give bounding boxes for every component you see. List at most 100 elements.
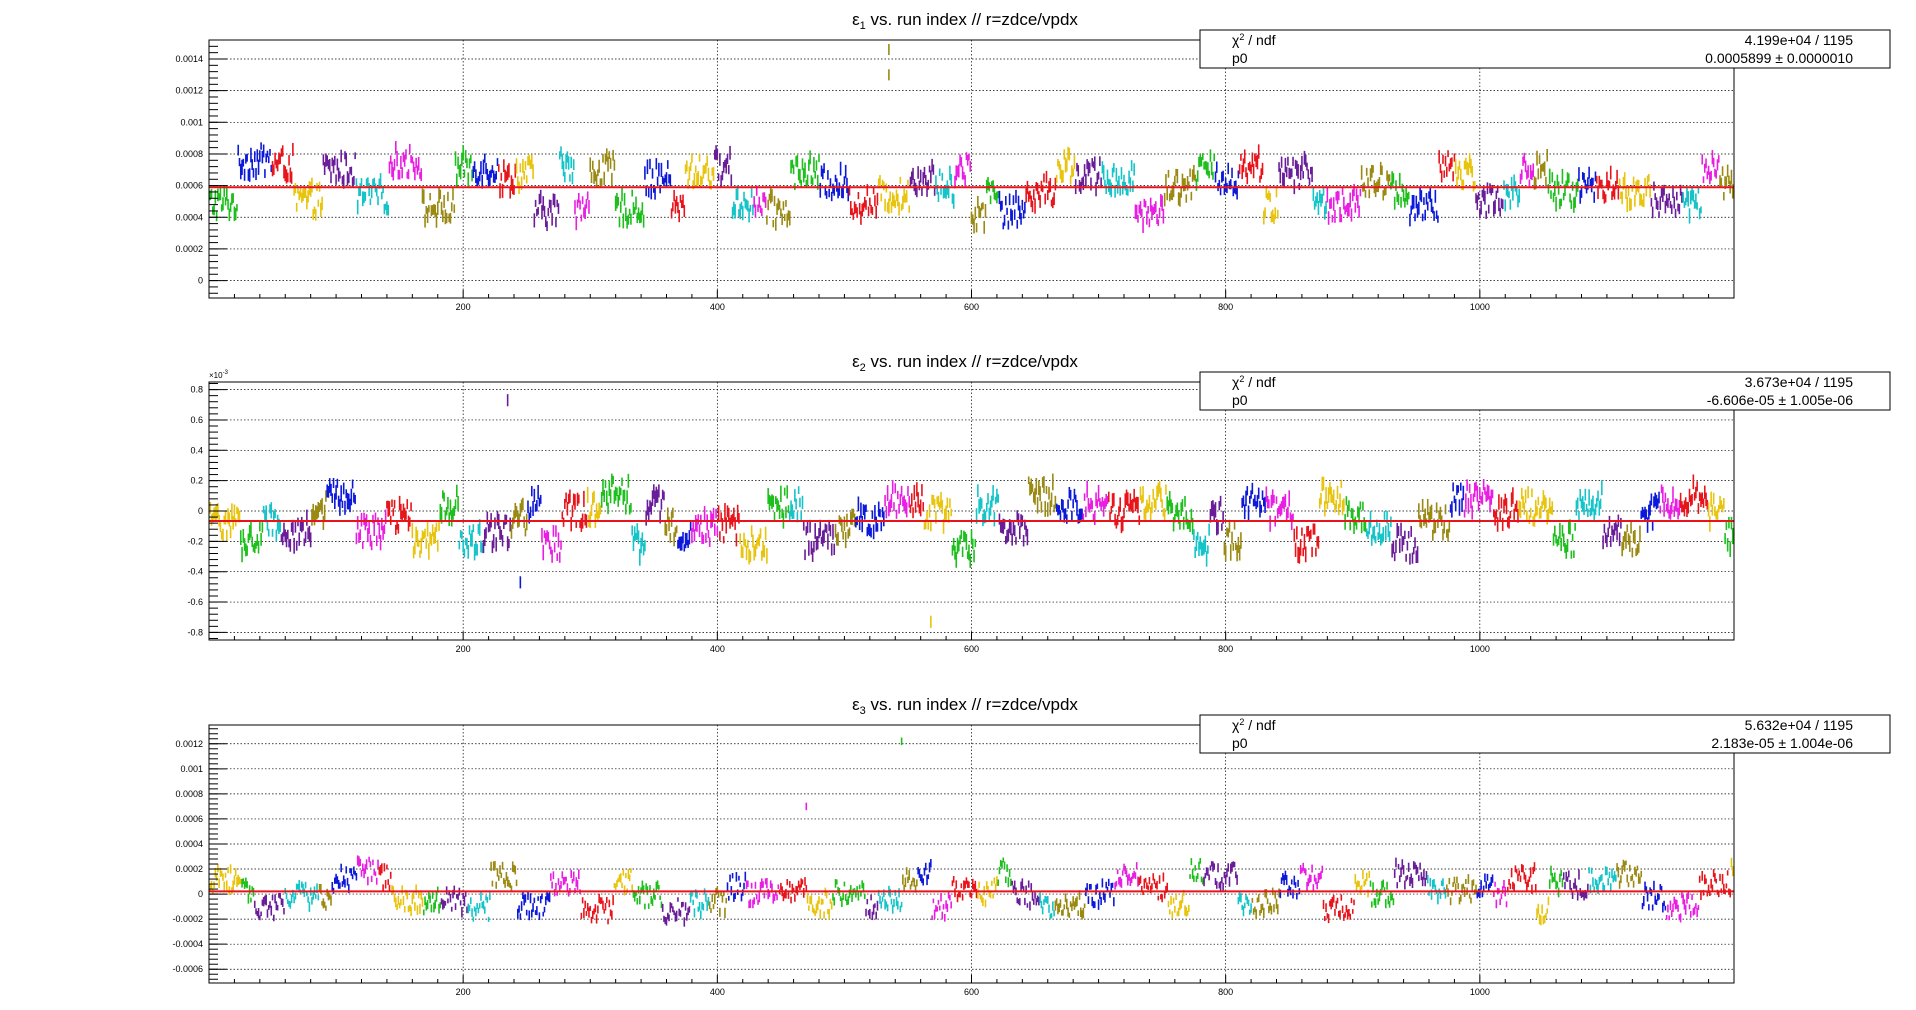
run-segment [726,871,747,902]
stats-p0-value: 0.0005899 ± 0.0000010 [1705,50,1853,66]
x-tick-label: 400 [710,987,725,997]
y-tick-label: 0.0006 [175,181,203,191]
y-tick-label: 0.6 [190,415,203,425]
run-segment [1138,872,1169,903]
y-tick-label: 0.0008 [175,789,203,799]
run-segment [1326,183,1362,225]
run-segment [1454,152,1476,192]
run-segment [1393,857,1428,890]
stats-chi2-label: χ2 / ndf [1232,717,1276,733]
run-segment [1189,857,1204,885]
run-segment [497,159,517,199]
run-segment [970,195,987,234]
x-tick-label: 1000 [1470,987,1490,997]
x-tick-label: 200 [456,644,471,654]
y-tick-label: 0.4 [190,445,203,455]
run-segment [1575,480,1603,522]
run-segment [661,897,691,927]
y-tick-label: -0.0004 [172,939,203,949]
x-tick-label: 1000 [1470,644,1490,654]
run-segment [834,508,856,549]
run-segment [517,890,551,921]
run-segment [1426,875,1447,905]
run-segment [877,885,903,914]
run-segment [877,174,911,216]
stats-box: χ2 / ndf 3.673e+04 / 1195 p0 -6.606e-05 … [1199,371,1891,411]
stats-box-frame [1199,29,1891,69]
run-segment [1548,865,1564,898]
panel-epsilon-2: ε2 vs. run index // r=zdce/vpdx 200 400 60… [187,352,1891,654]
run-segment [788,486,804,523]
run-segment [1203,861,1238,892]
run-segment [1055,146,1076,185]
y-exponent-label: ×10-3 [209,370,229,380]
run-segment [439,484,459,527]
run-segment [1536,896,1550,926]
stats-chi2-label: χ2 / ndf [1232,374,1276,390]
run-segment [1027,473,1057,517]
run-segment [1730,857,1734,877]
data-points [209,394,1734,628]
run-segment [1519,152,1535,187]
run-segment [1476,873,1494,899]
grid-lines [209,382,1734,640]
stats-box: χ2 / ndf 5.632e+04 / 1195 p0 2.183e-05 ±… [1199,714,1891,754]
x-tick-label: 200 [456,987,471,997]
run-segment [985,176,999,205]
y-tick-label: 0.2 [190,476,203,486]
run-segment [1054,890,1086,920]
run-segment [677,521,692,552]
run-segment [1445,874,1477,906]
run-segment [1299,862,1324,891]
run-segment [241,877,255,904]
axes: 200 400 600 800 1000 -0.8 -0.6 -0.4 -0.2 0 0.2 0.4 0… [187,383,1710,654]
run-segment [884,480,911,519]
run-segment [1682,185,1702,224]
run-segment [848,184,879,225]
run-segment [1039,892,1055,919]
x-tick-label: 800 [1218,644,1233,654]
run-segment [1493,487,1519,532]
stats-box: χ2 / ndf 4.199e+04 / 1195 p0 0.0005899 ±… [1199,29,1891,69]
run-segment [909,158,936,198]
run-segment [1139,480,1167,522]
run-segment [1449,482,1465,518]
run-segment [237,142,273,182]
run-segment [311,490,327,530]
run-segment [1493,879,1508,909]
data-points [209,43,1734,234]
run-segment [541,525,562,563]
run-segment [422,886,442,916]
y-tick-label: 0.0012 [175,86,203,96]
run-segment [614,186,645,229]
run-segment [1312,186,1327,220]
x-tick-label: 600 [964,987,979,997]
stats-chi2-label: χ2 / ndf [1232,32,1276,48]
run-segment [1265,486,1294,532]
stats-chi2-value: 4.199e+04 / 1195 [1745,32,1854,48]
run-segment [923,491,952,534]
run-segment [1223,519,1242,562]
run-segment [558,146,575,185]
y-tick-label: 0 [198,889,203,899]
y-tick-label: 0.0006 [175,814,203,824]
run-segment [1595,165,1620,204]
data-points [209,737,1734,927]
run-segment [600,473,632,515]
run-segment [580,893,614,925]
run-segment [331,863,358,894]
y-tick-label: -0.4 [187,567,203,577]
y-tick-label: -0.0006 [172,964,203,974]
run-segment [1518,486,1554,527]
run-segment [1082,480,1109,525]
run-segment [510,497,528,539]
y-tick-label: 0.0012 [175,739,203,749]
run-segment [1241,482,1266,522]
run-segment [767,485,790,529]
x-tick-label: 1000 [1470,302,1490,312]
run-segment [1616,859,1643,889]
grid-lines [209,40,1734,298]
run-segment [1506,862,1537,894]
run-segment [490,861,518,891]
